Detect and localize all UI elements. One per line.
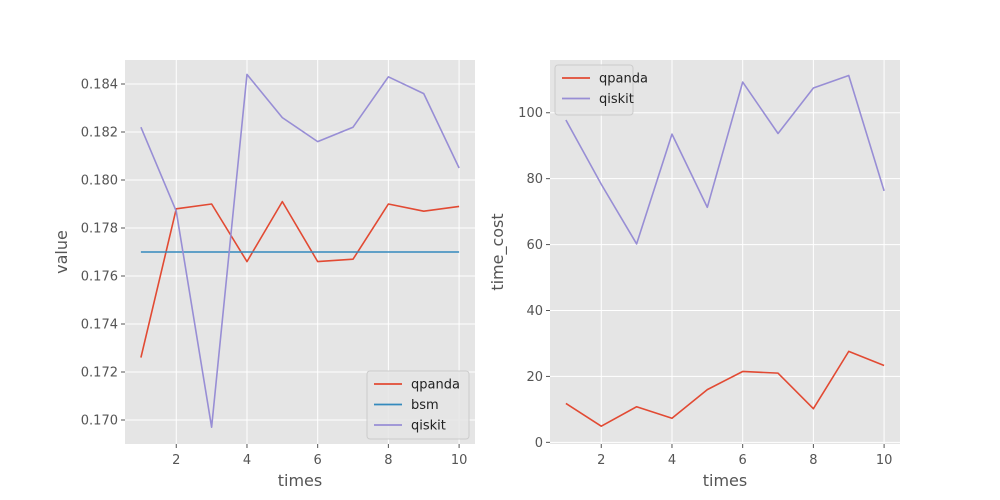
y-tick-label: 80 bbox=[526, 172, 543, 187]
y-tick-label: 0.174 bbox=[81, 318, 118, 333]
x-tick-label: 2 bbox=[597, 453, 605, 468]
x-tick-label: 10 bbox=[451, 453, 468, 468]
legend-label-qiskit: qiskit bbox=[411, 419, 446, 434]
legend: qpanda bsm qiskit bbox=[366, 370, 470, 440]
y-tick-label: 0 bbox=[535, 436, 543, 451]
y-tick-label: 0.180 bbox=[81, 174, 118, 189]
legend: qpanda qiskit bbox=[554, 64, 648, 116]
y-tick-label: 60 bbox=[526, 238, 543, 253]
y-tick-label: 100 bbox=[518, 106, 543, 121]
x-tick-label: 8 bbox=[809, 453, 817, 468]
legend-label-bsm: bsm bbox=[411, 398, 439, 413]
x-tick-label: 2 bbox=[172, 453, 180, 468]
y-tick-label: 0.170 bbox=[81, 414, 118, 429]
x-tick-label: 10 bbox=[876, 453, 893, 468]
x-tick-label: 4 bbox=[668, 453, 676, 468]
series-line-qpanda bbox=[565, 350, 885, 428]
x-tick-label: 6 bbox=[739, 453, 747, 468]
y-tick-label: 0.176 bbox=[81, 270, 118, 285]
y-tick-label: 0.172 bbox=[81, 366, 118, 381]
y-tick-label: 0.182 bbox=[81, 126, 118, 141]
x-tick-label: 6 bbox=[314, 453, 322, 468]
x-tick-label: 4 bbox=[243, 453, 251, 468]
y-tick-label: 20 bbox=[526, 370, 543, 385]
legend-label-qiskit: qiskit bbox=[599, 92, 634, 107]
y-tick-label: 0.178 bbox=[81, 222, 118, 237]
series-line-qpanda bbox=[140, 200, 460, 358]
y-axis-label: value bbox=[52, 230, 71, 274]
subplot-1: 2 4 6 8 10 0.170 0.172 0.174 0.176 0.178 0.180 0.18… bbox=[52, 60, 475, 490]
subplot-2: 2 4 6 8 10020406080100timestime_costqpandaqi… bbox=[488, 60, 900, 490]
y-axis-label: time_cost bbox=[488, 213, 508, 290]
x-axis-label: times bbox=[278, 471, 322, 490]
y-tick-label: 40 bbox=[526, 304, 543, 319]
plot-area bbox=[550, 60, 900, 444]
x-tick-label: 8 bbox=[384, 453, 392, 468]
legend-box bbox=[366, 370, 470, 440]
series-line-qiskit bbox=[565, 74, 885, 245]
series-line-qiskit bbox=[140, 73, 460, 429]
legend-label-qpanda: qpanda bbox=[411, 378, 460, 393]
x-axis-label: times bbox=[703, 471, 747, 490]
legend-label-qpanda: qpanda bbox=[599, 72, 648, 87]
y-tick-label: 0.184 bbox=[81, 78, 118, 93]
